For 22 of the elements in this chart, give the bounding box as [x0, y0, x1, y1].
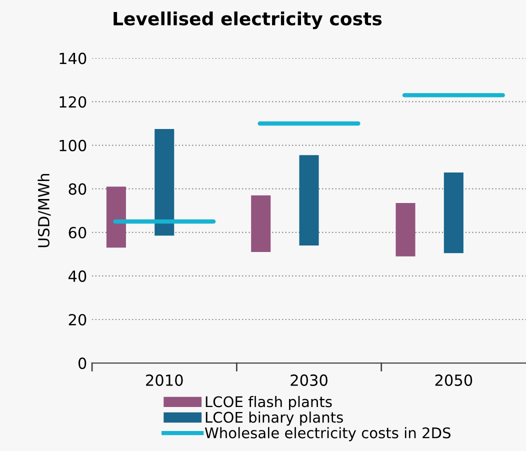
y-tick-label: 120: [60, 96, 86, 108]
y-tick-label: 0: [78, 358, 86, 370]
bar: [396, 202, 416, 256]
bar: [251, 195, 271, 252]
y-tick-label: 80: [68, 183, 86, 195]
y-axis-title: USD/MWh: [38, 174, 51, 248]
x-tick-label: 2030: [290, 374, 328, 386]
y-tick-label: 20: [68, 314, 86, 326]
y-tick-label: 60: [68, 226, 86, 238]
y-tick-label: 100: [60, 140, 86, 152]
legend-label: LCOE flash plants: [206, 396, 332, 410]
bar: [106, 186, 126, 248]
legend-label: Wholesale electricity costs in 2DS: [204, 427, 450, 442]
bar: [154, 128, 174, 236]
bar: [444, 172, 464, 254]
y-tick-label: 140: [60, 52, 86, 64]
x-tick-label: 2050: [435, 374, 472, 386]
bar: [299, 155, 319, 246]
y-tick-label: 40: [68, 270, 86, 282]
legend-label: LCOE binary plants: [206, 412, 343, 426]
x-tick-label: 2010: [146, 374, 183, 386]
chart-title: Levellised electricity costs: [114, 11, 382, 30]
